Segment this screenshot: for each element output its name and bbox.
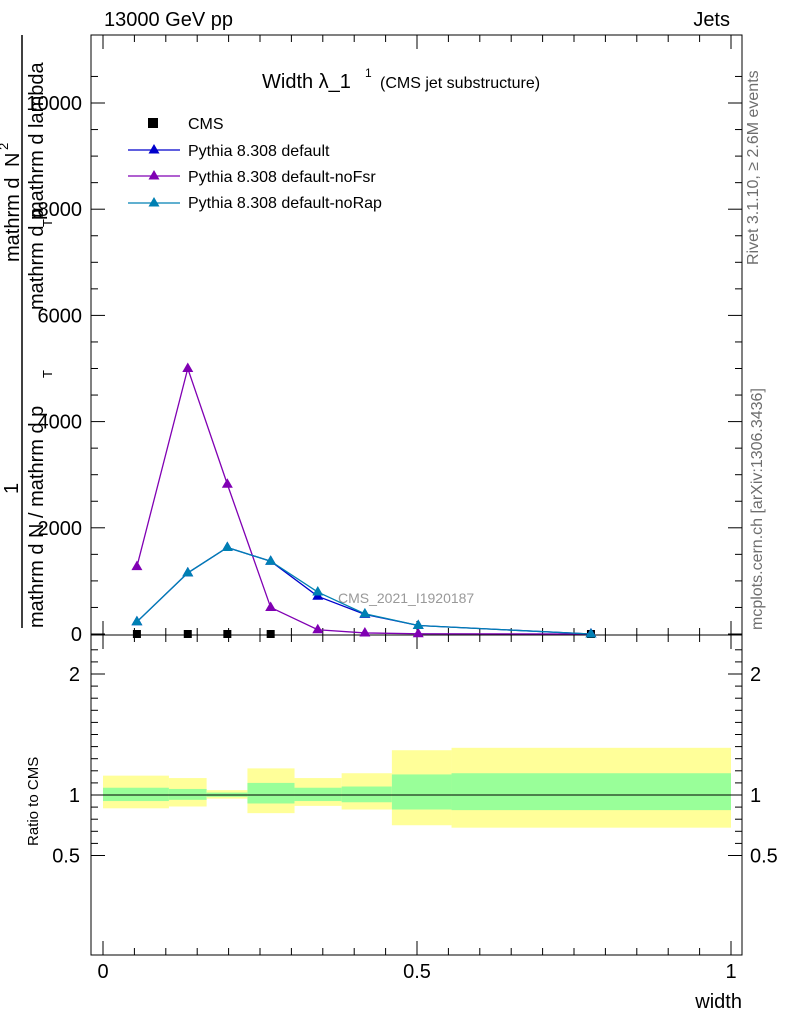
- ratio-y-tick-label-left: 0.5: [52, 846, 80, 868]
- ratio-y-tick-label-right: 0.5: [750, 846, 778, 868]
- legend-marker-default: [148, 144, 160, 154]
- series-point-nofsr: [359, 626, 371, 637]
- y-axis-label-numerator-sup: 2: [0, 143, 11, 150]
- main-y-tick-label: 4000: [38, 412, 83, 434]
- ratio-y-axis-label: Ratio to CMS: [25, 757, 42, 846]
- legend-label-cms: CMS: [188, 116, 224, 133]
- y-axis-label-bottom-sub: T: [40, 370, 55, 378]
- y-axis-label-bottom: mathrm d N / mathrm d p: [26, 406, 48, 628]
- legend-label-nofsr: Pythia 8.308 default-noFsr: [188, 169, 376, 186]
- series-point-norap: [412, 619, 424, 630]
- series-point-nofsr: [265, 601, 277, 611]
- y-axis-label-denominator-sub: T: [40, 219, 55, 227]
- chart-title-superscript: 1: [365, 66, 372, 80]
- series-point-cms: [183, 630, 192, 638]
- series-line-norap: [136, 546, 591, 635]
- series-point-nofsr: [412, 627, 424, 638]
- x-axis-label: width: [694, 991, 742, 1013]
- legend-label-default: Pythia 8.308 default: [188, 143, 330, 160]
- series-point-norap: [359, 607, 371, 618]
- chart-title-sub: (CMS jet substructure): [380, 75, 540, 92]
- series-point-norap: [312, 586, 324, 596]
- ratio-y-tick-label-right: 1: [750, 785, 761, 807]
- ratio-y-tick-label-right: 2: [750, 664, 761, 686]
- legend-marker-norap: [148, 197, 160, 207]
- ratio-band-inner-3: [247, 782, 295, 804]
- series-point-nofsr: [131, 560, 143, 571]
- series-point-norap: [131, 615, 143, 626]
- legend-marker-cms: [148, 118, 158, 128]
- y-axis-label-numerator: mathrm d: [2, 178, 24, 262]
- y-axis-label-one: 1: [1, 483, 23, 494]
- main-y-tick-label: 0: [71, 624, 82, 646]
- chart-title-main: Width λ_1: [262, 71, 351, 93]
- y-axis-label-denominator-lambda: mathrm d lambda: [26, 62, 48, 218]
- x-tick-label: 0: [97, 961, 108, 983]
- main-y-tick-label: 8000: [38, 199, 83, 221]
- ratio-band-inner-6: [391, 774, 452, 810]
- ratio-band-inner-0: [103, 787, 169, 802]
- series-point-norap: [585, 628, 597, 638]
- series-point-nofsr: [182, 362, 194, 372]
- series-point-norap: [221, 541, 233, 551]
- data-series: [131, 362, 597, 638]
- ratio-band-inner-4: [294, 787, 342, 802]
- series-point-cms: [132, 630, 141, 638]
- ratio-band-inner-7: [451, 773, 731, 811]
- main-y-tick-label: 10000: [26, 93, 82, 115]
- legend: CMS Pythia 8.308 default Pythia 8.308 de…: [128, 116, 382, 212]
- ratio-y-tick-label-left: 1: [69, 785, 80, 807]
- series-point-nofsr: [312, 623, 324, 634]
- page-header-right: Jets: [693, 9, 730, 31]
- analysis-watermark: CMS_2021_I1920187: [338, 590, 474, 606]
- series-point-cms: [266, 630, 275, 638]
- series-line-nofsr: [136, 366, 591, 635]
- ratio-band-inner-1: [168, 788, 207, 800]
- main-y-tick-label: 6000: [38, 305, 83, 327]
- ratio-uncertainty-bands: [103, 747, 731, 828]
- axis-ticks: [91, 35, 742, 955]
- main-y-tick-label: 2000: [38, 518, 83, 540]
- ratio-band-inner-5: [341, 786, 392, 803]
- ratio-y-tick-label-left: 2: [69, 664, 80, 686]
- y-axis-label-numerator-n: N: [2, 153, 24, 167]
- y-axis-label-denominator: mathrm d p: [26, 209, 48, 310]
- series-point-nofsr: [221, 478, 233, 488]
- x-tick-label: 1: [725, 961, 736, 983]
- series-point-norap: [265, 555, 277, 565]
- legend-marker-nofsr: [148, 170, 160, 180]
- page-header-left: 13000 GeV pp: [104, 9, 233, 31]
- axis-tick-labels: 0 2000 4000 6000 8000 10000 0.5 0.5 1 1 2 2 0 0.5 1: [26, 93, 777, 983]
- series-point-norap: [182, 566, 194, 577]
- legend-label-norap: Pythia 8.308 default-noRap: [188, 195, 382, 212]
- x-tick-label: 0.5: [403, 961, 431, 983]
- series-point-cms: [223, 630, 232, 638]
